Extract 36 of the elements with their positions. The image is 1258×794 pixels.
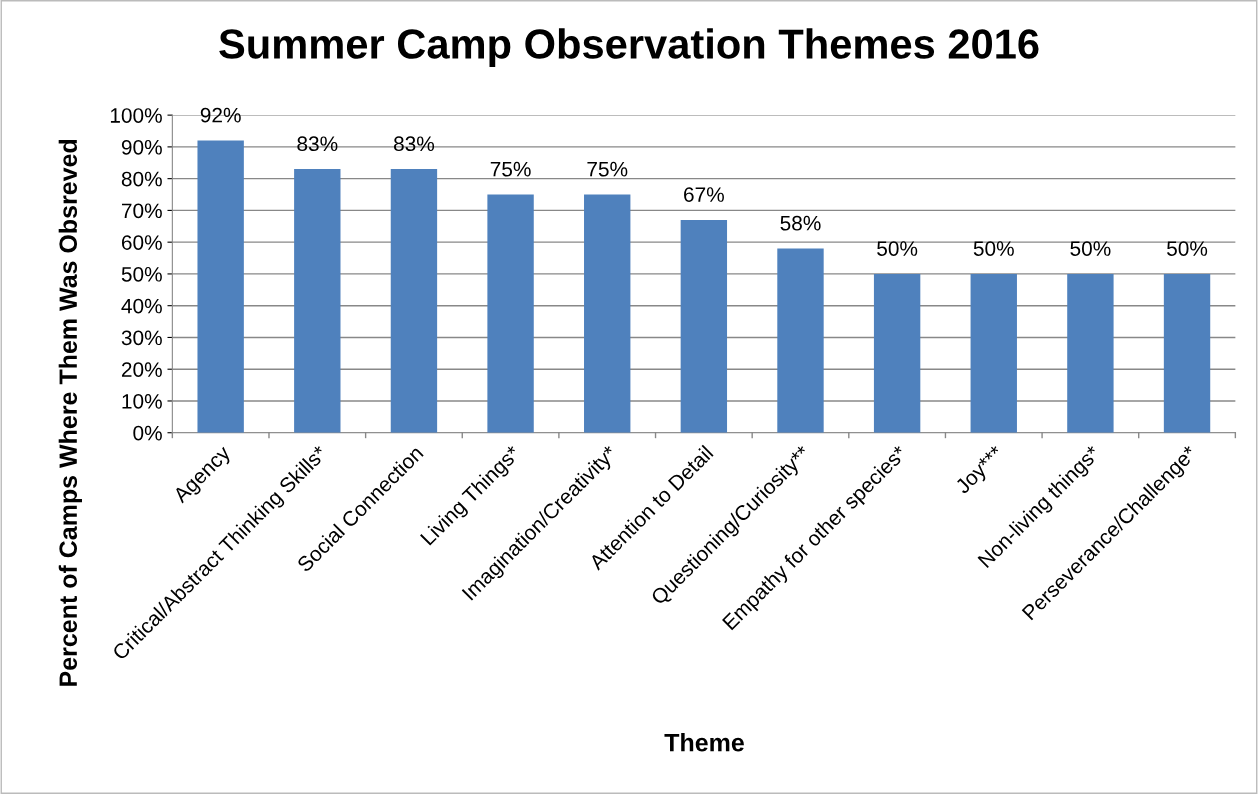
bar xyxy=(873,273,921,433)
data-label: 92% xyxy=(200,107,241,123)
y-tick-label: 70% xyxy=(122,203,162,219)
data-label: 67% xyxy=(684,187,724,202)
y-tick-label: 10% xyxy=(122,393,162,409)
bar xyxy=(294,169,341,433)
bar xyxy=(390,169,438,433)
bar xyxy=(777,248,824,433)
data-label: 50% xyxy=(1070,241,1111,256)
y-tick-label: 30% xyxy=(121,330,162,346)
data-label: 50% xyxy=(877,241,918,256)
bar xyxy=(1163,273,1211,433)
y-tick-label: 100% xyxy=(110,108,162,123)
bar xyxy=(487,194,534,433)
data-label: 58% xyxy=(780,215,821,231)
data-label: 75% xyxy=(587,161,628,177)
y-tick-label: 0% xyxy=(133,425,162,441)
data-label: 83% xyxy=(297,136,338,152)
bar xyxy=(970,273,1017,433)
data-label: 83% xyxy=(394,136,435,152)
data-label: 50% xyxy=(1167,241,1208,256)
y-tick-label: 20% xyxy=(121,362,162,377)
chart-title: Summer Camp Observation Themes 2016 xyxy=(219,28,1039,68)
bar xyxy=(584,194,631,433)
bar xyxy=(1067,273,1114,433)
y-tick-label: 80% xyxy=(121,171,162,187)
y-axis-title: Percent of Camps Where Them Was Obsreved xyxy=(58,139,82,686)
y-tick-label: 60% xyxy=(121,235,162,250)
bar xyxy=(197,140,244,433)
x-axis-title: Theme xyxy=(664,733,744,752)
data-label: 50% xyxy=(973,241,1014,256)
data-label: 75% xyxy=(490,161,531,177)
y-tick-label: 40% xyxy=(121,298,162,314)
y-tick-label: 90% xyxy=(121,139,162,155)
y-tick-label: 50% xyxy=(121,266,162,282)
bar xyxy=(680,219,728,433)
